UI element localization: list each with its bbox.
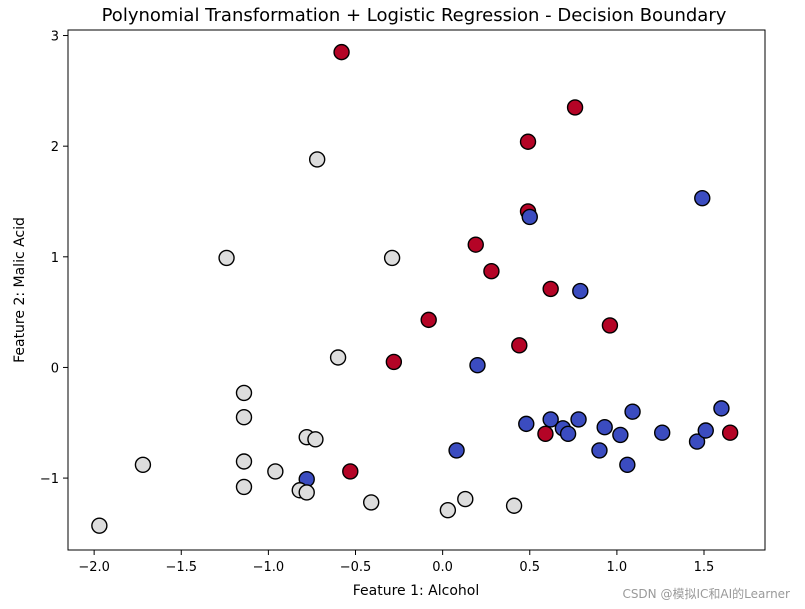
- data-point-blue: [448, 442, 465, 459]
- x-tick-label: 0.5: [519, 560, 540, 575]
- x-axis-label: Feature 1: Alcohol: [353, 583, 480, 599]
- x-tick-label: −1.0: [253, 560, 285, 575]
- data-point-blue: [591, 442, 608, 459]
- data-point-blue: [653, 424, 671, 441]
- data-point-blue: [612, 426, 629, 444]
- plot-area-frame: [67, 29, 766, 551]
- y-tick-label: −1: [40, 472, 59, 487]
- data-point-red: [542, 280, 559, 298]
- data-point-red: [601, 317, 619, 334]
- x-tick-label: 0.0: [432, 560, 453, 575]
- y-tick-label: 3: [51, 30, 59, 45]
- data-point-blue: [559, 425, 577, 443]
- data-point-gray: [267, 463, 284, 480]
- data-point-red: [721, 424, 739, 441]
- data-point-blue: [572, 282, 589, 300]
- y-tick-label: 2: [51, 140, 59, 155]
- data-points: [91, 43, 739, 534]
- data-point-red: [333, 43, 350, 61]
- x-tick-label: −0.5: [340, 560, 372, 575]
- data-point-red: [467, 236, 484, 253]
- data-point-red: [566, 99, 584, 116]
- data-point-gray: [329, 349, 347, 366]
- data-point-red: [519, 133, 537, 150]
- x-tick-label: 1.0: [607, 560, 628, 575]
- data-point-gray: [235, 409, 253, 426]
- data-point-blue: [619, 456, 636, 474]
- data-point-gray: [235, 478, 253, 496]
- data-point-blue: [542, 411, 559, 428]
- chart-title: Polynomial Transformation + Logistic Reg…: [102, 5, 727, 26]
- data-point-gray: [439, 501, 457, 519]
- data-point-gray: [218, 249, 235, 267]
- y-axis-label: Feature 2: Malic Acid: [12, 217, 28, 363]
- data-point-gray: [235, 384, 253, 402]
- data-point-blue: [713, 400, 730, 417]
- data-point-blue: [694, 189, 711, 207]
- data-point-gray: [134, 456, 152, 474]
- data-point-gray: [308, 151, 326, 168]
- data-point-gray: [91, 517, 108, 534]
- data-point-red: [342, 463, 359, 480]
- data-point-blue: [697, 422, 714, 439]
- data-point-blue: [624, 403, 641, 420]
- data-point-blue: [518, 415, 535, 433]
- data-point-gray: [235, 453, 253, 470]
- y-tick-label: 1: [51, 251, 59, 266]
- y-tick-label: 0: [51, 361, 59, 376]
- y-axis-ticks: −1 0 1 2 3: [40, 30, 68, 487]
- data-point-gray: [457, 490, 474, 508]
- data-point-gray: [505, 497, 523, 514]
- data-point-blue: [570, 411, 587, 428]
- data-point-blue: [469, 357, 486, 374]
- x-axis-ticks: −2.0 −1.5 −1.0 −0.5 0.0 0.5 1.0 1.5: [78, 550, 714, 575]
- data-point-gray: [383, 249, 401, 267]
- data-point-blue: [521, 208, 538, 226]
- data-point-red: [537, 425, 554, 443]
- data-point-blue: [688, 433, 706, 450]
- data-point-red: [420, 311, 437, 329]
- data-point-red: [511, 337, 528, 354]
- data-point-gray: [362, 494, 380, 511]
- data-point-red: [385, 353, 403, 371]
- x-tick-label: 1.5: [694, 560, 715, 575]
- data-point-red: [483, 262, 500, 280]
- data-point-gray: [298, 484, 315, 501]
- data-point-blue: [596, 418, 613, 436]
- watermark-text: CSDN @模拟IC和AI的Learner: [622, 586, 790, 601]
- x-tick-label: −2.0: [78, 560, 110, 575]
- data-point-gray: [307, 431, 324, 448]
- x-tick-label: −1.5: [165, 560, 197, 575]
